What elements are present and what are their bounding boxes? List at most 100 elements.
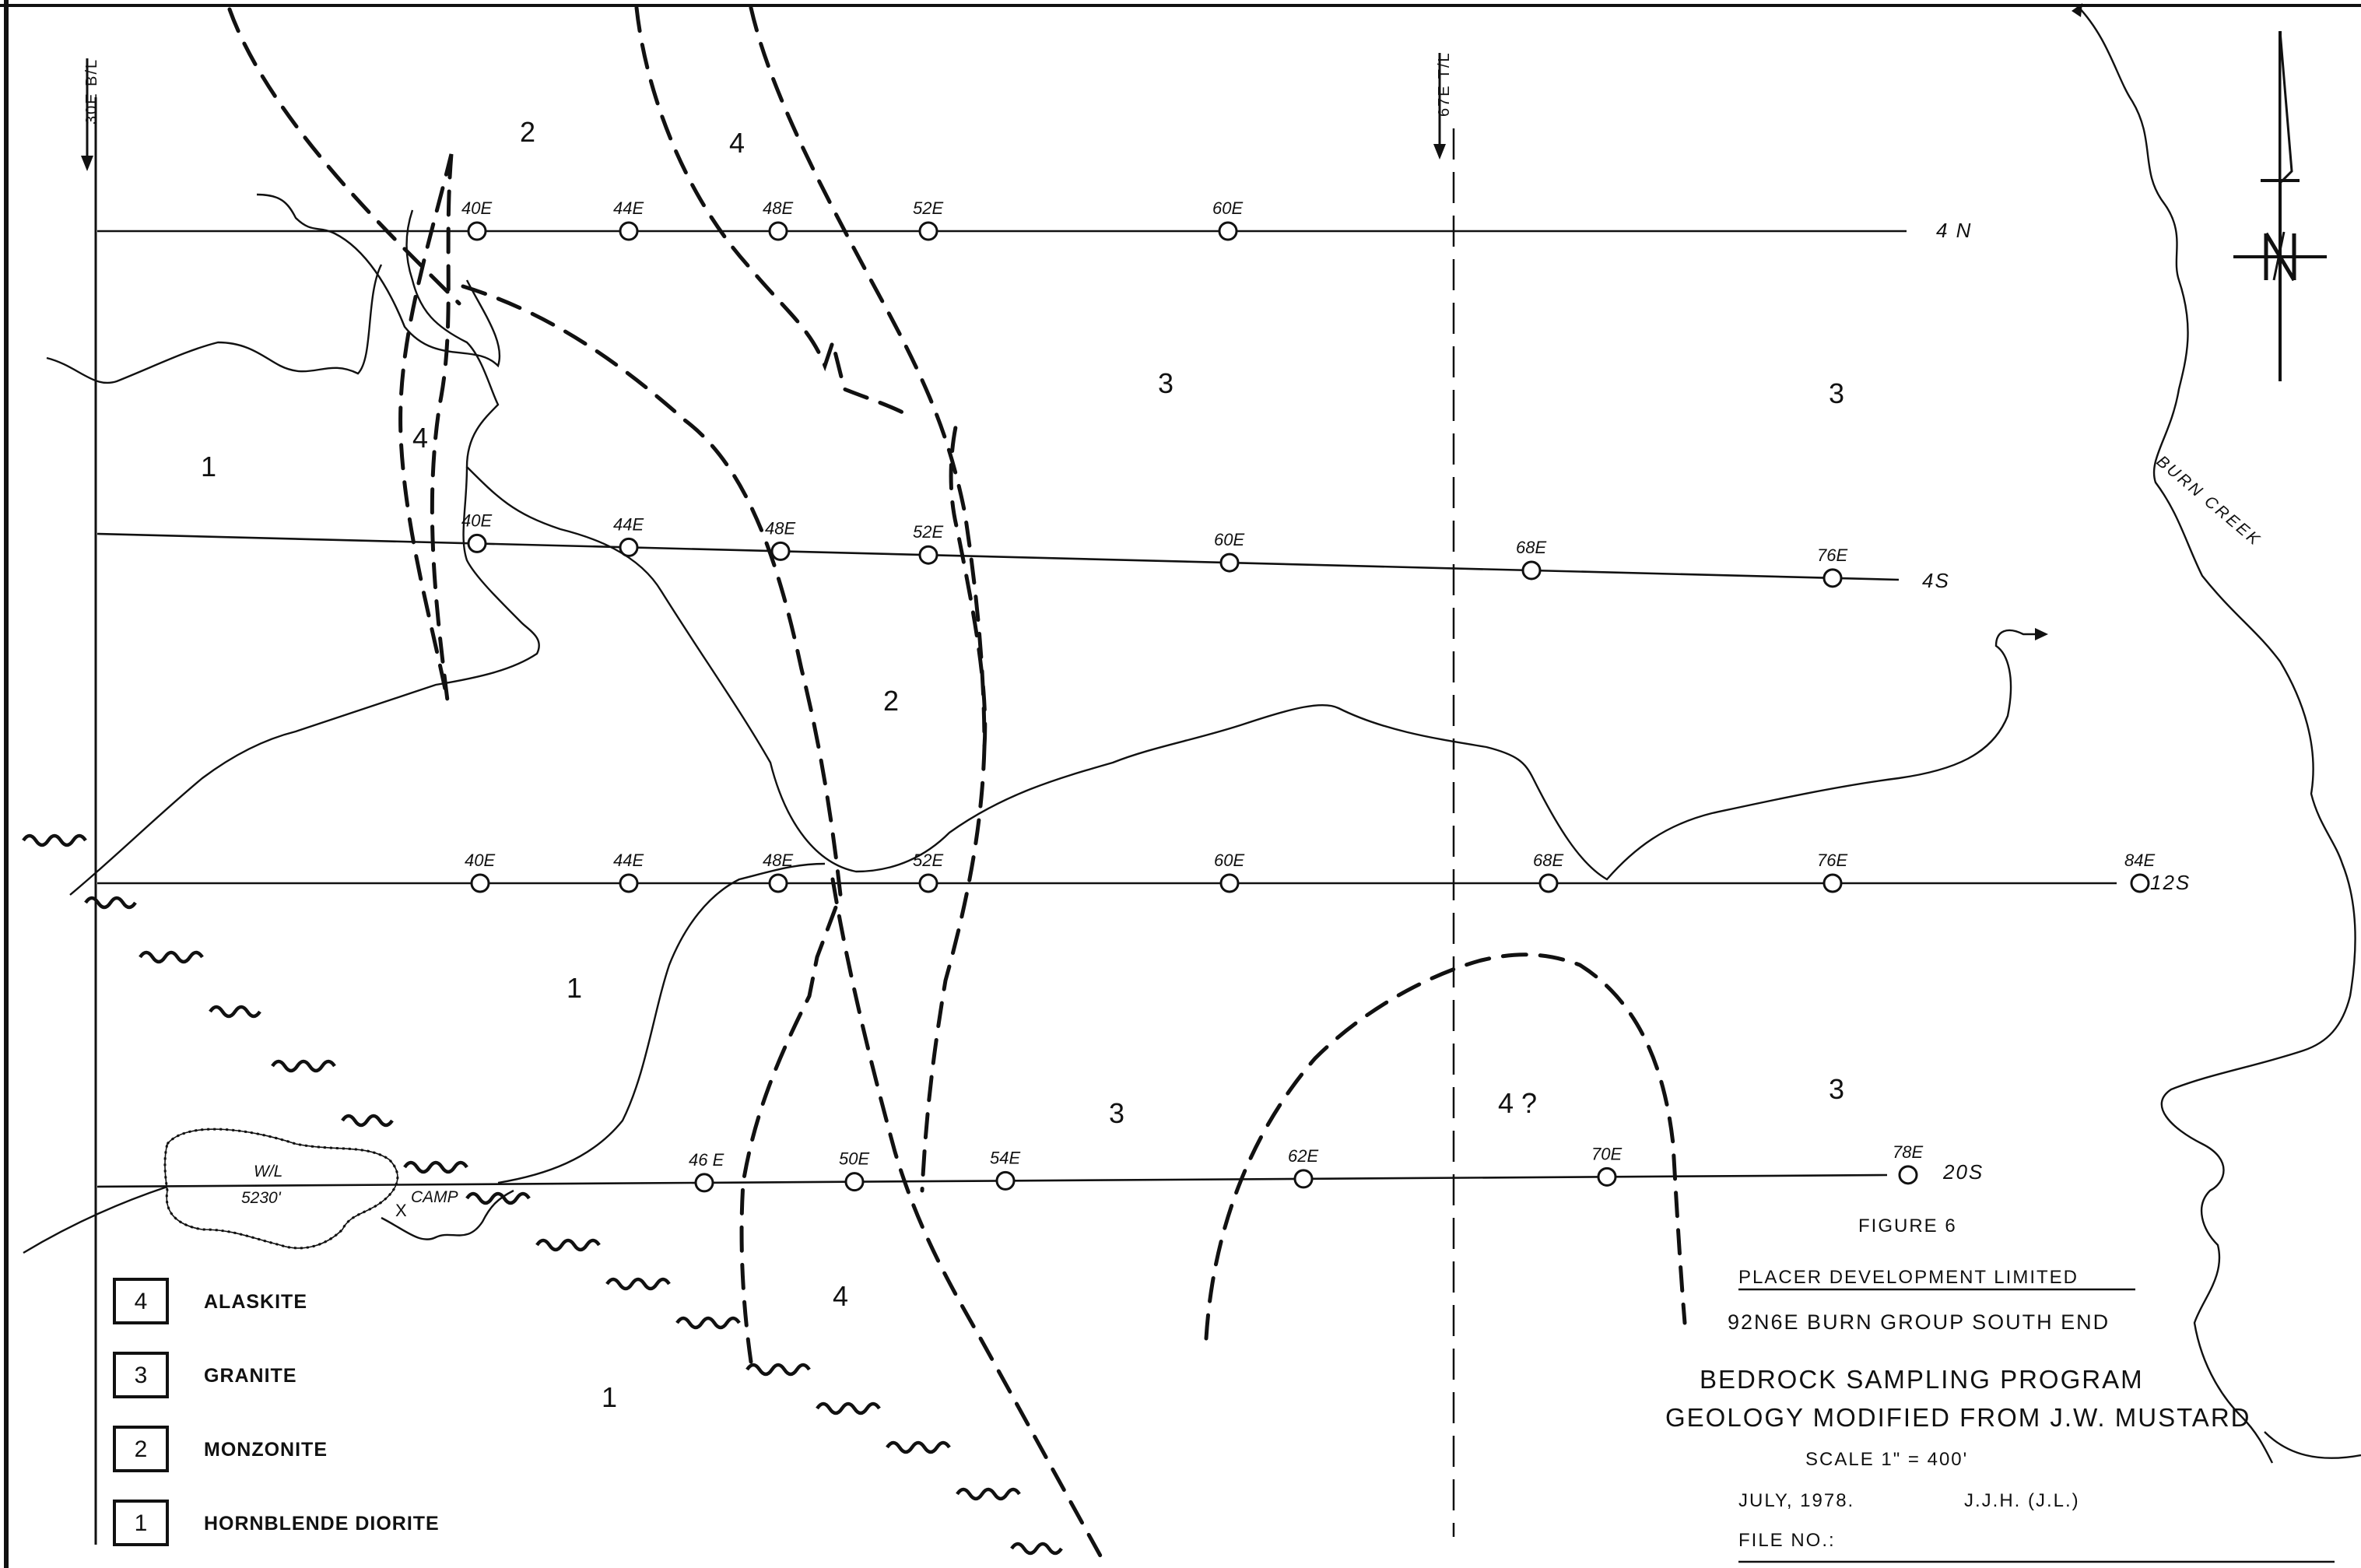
legend-label: MONZONITE (204, 1439, 328, 1461)
station-label: 70E (1591, 1144, 1622, 1163)
legend-swatch (113, 1426, 169, 1472)
survey-line-label: 12S (2150, 871, 2191, 894)
rock-unit-label: 1 (201, 451, 216, 482)
station-label: 50E (839, 1149, 869, 1169)
station-label: 84E (2124, 851, 2155, 870)
sample-station-marker (619, 537, 639, 557)
survey-line: 12S 40E 44E 48E 52E 60E 68E 76E 84E (97, 851, 2191, 894)
file-number: FILE NO.: (1738, 1530, 1836, 1551)
sample-station-marker (467, 221, 487, 241)
station-label: 40E (465, 851, 495, 870)
survey-line-path (96, 1173, 1888, 1188)
lake-wl-label: W/L (254, 1163, 282, 1180)
rock-unit-label: 4 (729, 127, 745, 159)
map-title-line2: GEOLOGY MODIFIED FROM J.W. MUSTARD (1665, 1403, 2250, 1432)
survey-grid: 4 N 40E 44E 48E 52E 60E 4S 40E 44E 48E 52E 60E 68E 76… (96, 198, 2191, 1193)
station-label: 46 E (689, 1150, 724, 1170)
station-label: 52E (913, 851, 943, 870)
tie-line-67e: 67E T/L (1433, 51, 1455, 1537)
sample-station-marker (1898, 1165, 1918, 1185)
legend: 4 ALASKITE 3 GRANITE 2 MONZONITE 1 HORNBLENDE D… (113, 1278, 440, 1546)
legend-swatch (113, 1278, 169, 1324)
station-label: 76E (1817, 545, 1847, 565)
creek-label: BURN CREEK (2153, 452, 2265, 549)
arrow-up-icon (2072, 3, 2082, 17)
sample-station-marker (1521, 560, 1542, 581)
sample-station-marker (467, 533, 487, 553)
sample-station-marker (619, 221, 639, 241)
rock-unit-label: 1 (567, 972, 582, 1004)
station-label: 48E (763, 851, 793, 870)
fault-line (22, 833, 1063, 1556)
station-label: 62E (1288, 1146, 1318, 1166)
sample-station-marker (1597, 1166, 1617, 1187)
geologic-contacts (227, 5, 1687, 1566)
sample-station-marker (844, 1172, 865, 1192)
sample-station-marker (770, 541, 791, 561)
survey-line: 20S 46 E 50E 54E 62E 70E 78E (96, 1142, 1982, 1193)
sample-station-marker (470, 873, 490, 893)
survey-line-label: 4S (1922, 569, 1950, 592)
legend-swatch (113, 1500, 169, 1546)
legend-item: 3 GRANITE (113, 1352, 296, 1398)
rock-unit-label: 3 (1829, 1073, 1844, 1105)
station-label: 48E (765, 518, 795, 538)
rock-unit-label: 4 ? (1498, 1087, 1537, 1119)
sample-station-marker (768, 873, 788, 893)
station-label: 54E (990, 1148, 1020, 1167)
arrow-down-icon (81, 156, 93, 171)
legend-label: ALASKITE (204, 1291, 307, 1313)
station-label: 44E (613, 514, 644, 534)
sample-station-marker (1822, 873, 1843, 893)
legend-code: 4 (135, 1289, 148, 1314)
station-label: 68E (1533, 851, 1563, 870)
legend-item: 4 ALASKITE (113, 1278, 307, 1324)
tie-line-67e-label: 67E T/L (1436, 51, 1453, 117)
rock-unit-label: 3 (1158, 367, 1173, 399)
map-title-line1: BEDROCK SAMPLING PROGRAM (1700, 1365, 2144, 1394)
figure-number: FIGURE 6 (1858, 1215, 1957, 1237)
survey-line-path (96, 532, 1900, 581)
legend-code: 1 (135, 1510, 148, 1536)
legend-swatch (113, 1352, 169, 1398)
map-date: JULY, 1978. (1738, 1490, 1854, 1511)
station-label: 68E (1516, 538, 1546, 557)
survey-line: 4 N 40E 44E 48E 52E 60E (97, 198, 1972, 242)
station-label: 44E (613, 198, 644, 218)
claim-name: 92N6E BURN GROUP SOUTH END (1728, 1310, 2110, 1334)
sample-station-marker (1538, 873, 1559, 893)
baseline-30e: 30E B/L (81, 58, 100, 1545)
camp-label: CAMP (411, 1188, 458, 1206)
station-label: 52E (913, 522, 943, 542)
sample-station-marker (995, 1170, 1016, 1191)
baseline-30e-label: 30E B/L (83, 58, 100, 125)
survey-line-label: 4 N (1936, 219, 1972, 242)
camp-marker: X (395, 1201, 407, 1220)
map-scale: SCALE 1" = 400' (1805, 1449, 1968, 1470)
legend-code: 2 (135, 1436, 148, 1462)
sample-station-marker (918, 545, 938, 565)
arrow-right-icon (2035, 628, 2048, 640)
title-block: FIGURE 6 PLACER DEVELOPMENT LIMITED 92N6… (1665, 1215, 2335, 1563)
rock-unit-label: 2 (520, 116, 535, 148)
arrow-down-icon (1433, 144, 1446, 160)
sample-station-marker (918, 221, 938, 241)
sample-station-marker (1219, 873, 1240, 893)
rock-unit-label: 1 (602, 1381, 617, 1413)
lake-elevation-label: 5230' (241, 1189, 282, 1207)
survey-line: 4S 40E 44E 48E 52E 60E 68E 76E (96, 510, 1950, 592)
rock-unit-label: 4 (833, 1280, 848, 1312)
map-authors: J.J.H. (J.L.) (1964, 1490, 2080, 1511)
sample-station-marker (694, 1173, 714, 1193)
station-label: 60E (1212, 198, 1243, 218)
sample-station-marker (918, 873, 938, 893)
company-name: PLACER DEVELOPMENT LIMITED (1738, 1267, 2079, 1288)
station-label: 78E (1893, 1142, 1923, 1162)
legend-label: HORNBLENDE DIORITE (204, 1513, 440, 1535)
legend-item: 1 HORNBLENDE DIORITE (113, 1500, 440, 1546)
station-label: 40E (461, 510, 492, 530)
legend-item: 2 MONZONITE (113, 1426, 328, 1472)
rock-unit-label: 4 (412, 422, 428, 454)
